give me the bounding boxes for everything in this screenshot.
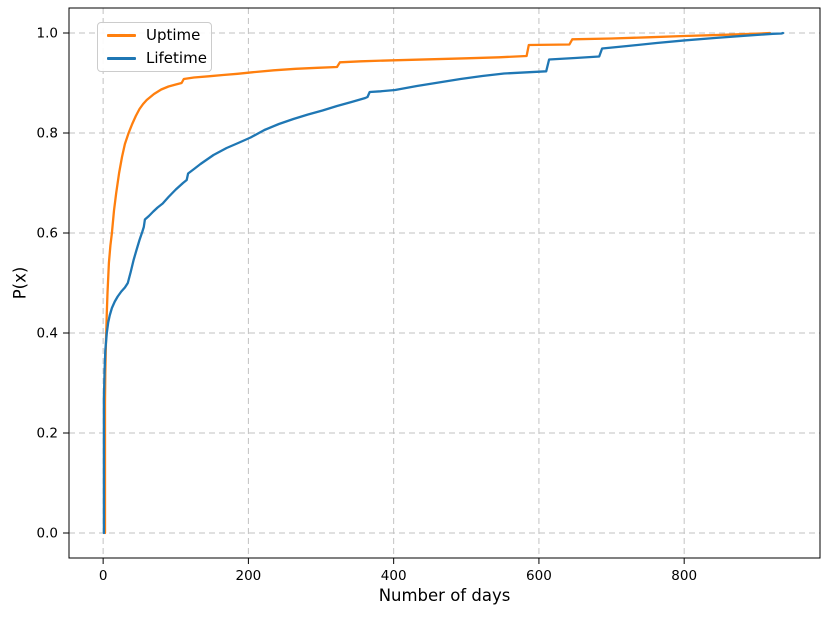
x-tick-label: 0 (99, 568, 108, 584)
y-tick-label: 0.4 (37, 326, 58, 342)
y-tick-label: 1.0 (37, 26, 58, 42)
y-axis-label: P(x) (10, 266, 30, 300)
y-tick-label: 0.6 (37, 226, 58, 242)
x-tick-label: 800 (671, 568, 697, 584)
lifetime-curve (102, 31, 785, 535)
x-tick-label: 600 (526, 568, 552, 584)
x-tick-label: 400 (381, 568, 407, 584)
y-tick-label: 0.8 (37, 126, 58, 142)
tick-labels: 0 200 400 600 800 0.0 0.2 0.4 0.6 0.8 1.0 (37, 26, 698, 585)
x-axis-label: Number of days (378, 586, 511, 605)
legend: Uptime Lifetime (97, 22, 212, 72)
plot-frame (68, 7, 821, 559)
legend-label-lifetime: Lifetime (146, 49, 207, 67)
uptime-curve (103, 31, 772, 535)
y-tick-label: 0.0 (37, 526, 58, 542)
uptime-line-swatch (107, 34, 136, 37)
legend-item-uptime: Uptime (107, 26, 203, 45)
axis-ticks (63, 32, 685, 564)
legend-item-lifetime: Lifetime (107, 49, 207, 68)
x-tick-label: 200 (236, 568, 262, 584)
lifetime-line-swatch (107, 57, 136, 60)
gridlines (69, 8, 820, 558)
legend-label-uptime: Uptime (146, 26, 201, 44)
y-tick-label: 0.2 (37, 426, 58, 442)
